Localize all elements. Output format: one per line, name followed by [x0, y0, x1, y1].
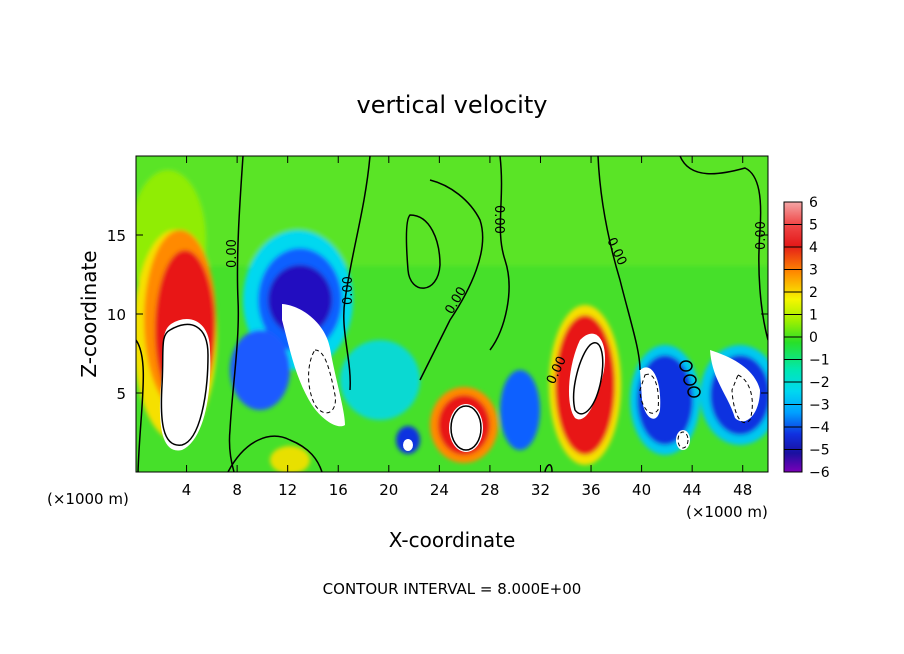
x-tick-label: 4 — [182, 481, 192, 499]
x-tick-label: 8 — [232, 481, 242, 499]
contour-label-4: 0.00 — [491, 205, 506, 234]
x-tick-label: 20 — [379, 481, 398, 499]
chart-title: vertical velocity — [357, 91, 548, 119]
y-tick-label: 10 — [107, 306, 126, 324]
colorbar-tick-label: −2 — [809, 375, 830, 391]
x-tick-label: 28 — [480, 481, 499, 499]
contour-interval-footer: CONTOUR INTERVAL = 8.000E+00 — [323, 580, 582, 598]
contour-label-2: 0.00 — [341, 276, 356, 305]
x-axis-label: X-coordinate — [389, 528, 516, 552]
x-tick-label: 36 — [581, 481, 600, 499]
colorbar-tick-label: 0 — [809, 330, 818, 346]
y-tick-label: 15 — [107, 227, 126, 245]
contour-label-1: 0.00 — [225, 239, 240, 268]
y-axis-label: Z-coordinate — [77, 250, 101, 377]
dashed-contours — [308, 349, 753, 449]
colorbar-tick-label: −4 — [809, 420, 830, 436]
colorbar-tick-label: −6 — [809, 465, 830, 481]
colorbar-tick-label: 3 — [809, 263, 818, 279]
x-axis: 4 8 12 16 20 24 28 32 36 40 44 48 — [182, 156, 752, 499]
colorbar-tick-label: −3 — [809, 398, 830, 414]
colorbar-tick-label: 5 — [809, 218, 818, 234]
colorbar: 6 5 4 3 2 1 0 −1 −2 −3 −4 −5 −6 — [783, 195, 830, 481]
y-axis: 5 10 15 — [107, 227, 768, 403]
plot-area: 0.00 0.00 0.00 0.00 0.00 0.00 0.00 — [136, 156, 769, 472]
x-tick-label: 24 — [430, 481, 449, 499]
colorbar-tick-label: 1 — [809, 308, 818, 324]
colorbar-tick-label: −1 — [809, 353, 830, 369]
colorbar-ticks: 6 5 4 3 2 1 0 −1 −2 −3 −4 −5 −6 — [784, 195, 830, 481]
y-tick-label: 5 — [116, 385, 126, 403]
colorbar-tick-label: −5 — [809, 443, 830, 459]
x-tick-label: 48 — [733, 481, 752, 499]
zero-contours — [136, 156, 768, 472]
x-tick-label: 32 — [531, 481, 550, 499]
x-tick-label: 12 — [278, 481, 297, 499]
colorbar-tick-label: 6 — [809, 195, 818, 211]
y-axis-unit: (×1000 m) — [47, 490, 129, 508]
x-tick-label: 40 — [632, 481, 651, 499]
x-axis-unit: (×1000 m) — [686, 503, 768, 521]
colorbar-tick-label: 4 — [809, 240, 818, 256]
contour-label-7: 0.00 — [754, 221, 769, 250]
x-tick-label: 44 — [683, 481, 702, 499]
x-tick-label: 16 — [329, 481, 348, 499]
colorbar-tick-label: 2 — [809, 285, 818, 301]
